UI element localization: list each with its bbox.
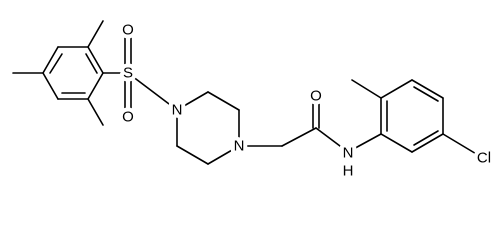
bonds	[12, 20, 479, 165]
atom-labels: S O O N N O N H Cl	[118, 18, 495, 184]
atom-label: S	[123, 65, 133, 82]
atom-label: O	[122, 109, 134, 126]
atom-label: Cl	[477, 150, 491, 167]
atom-label: O	[310, 88, 322, 105]
atom-label: O	[122, 22, 134, 39]
atom-label: N	[172, 102, 183, 119]
molecule-diagram: S O O N N O N H Cl	[12, 18, 495, 184]
atom-label: N	[343, 145, 354, 162]
atom-label: H	[343, 163, 354, 180]
atom-label: N	[234, 138, 245, 155]
